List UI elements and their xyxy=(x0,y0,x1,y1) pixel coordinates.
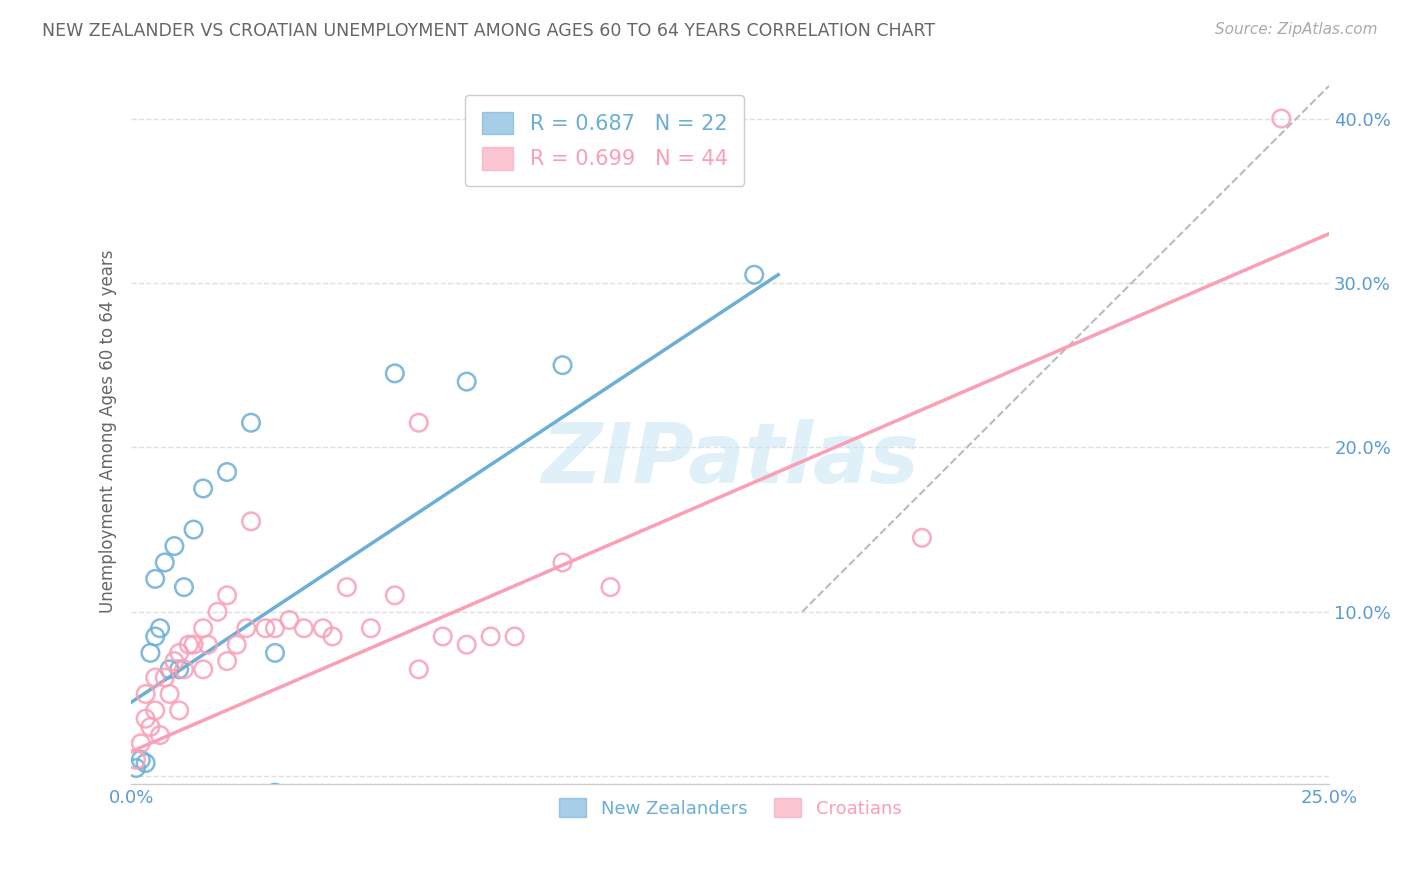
Point xyxy=(143,703,166,717)
Point xyxy=(139,720,162,734)
Y-axis label: Unemployment Among Ages 60 to 64 years: Unemployment Among Ages 60 to 64 years xyxy=(100,249,117,613)
Text: ZIPatlas: ZIPatlas xyxy=(541,418,920,500)
Point xyxy=(167,662,190,676)
Point xyxy=(742,268,765,282)
Point xyxy=(143,572,166,586)
Point xyxy=(129,753,152,767)
Point xyxy=(135,756,157,770)
Point xyxy=(217,588,239,602)
Point xyxy=(292,621,315,635)
Point xyxy=(235,621,257,635)
Point xyxy=(312,621,335,635)
Point xyxy=(225,638,247,652)
Point xyxy=(384,367,406,381)
Point xyxy=(479,630,502,644)
Point xyxy=(207,605,229,619)
Text: NEW ZEALANDER VS CROATIAN UNEMPLOYMENT AMONG AGES 60 TO 64 YEARS CORRELATION CHA: NEW ZEALANDER VS CROATIAN UNEMPLOYMENT A… xyxy=(42,22,935,40)
Point xyxy=(135,687,157,701)
Point xyxy=(240,416,263,430)
Point xyxy=(167,646,190,660)
Point xyxy=(183,638,205,652)
Point xyxy=(177,638,200,652)
Point xyxy=(197,638,219,652)
Point xyxy=(159,662,181,676)
Point xyxy=(167,703,190,717)
Point xyxy=(183,523,205,537)
Point xyxy=(336,580,359,594)
Point xyxy=(264,786,287,800)
Legend: New Zealanders, Croatians: New Zealanders, Croatians xyxy=(551,791,908,825)
Point xyxy=(278,613,301,627)
Point xyxy=(173,662,195,676)
Point xyxy=(240,514,263,528)
Text: Source: ZipAtlas.com: Source: ZipAtlas.com xyxy=(1215,22,1378,37)
Point xyxy=(217,465,239,479)
Point xyxy=(125,753,148,767)
Point xyxy=(139,646,162,660)
Point xyxy=(911,531,934,545)
Point xyxy=(456,638,478,652)
Point xyxy=(153,671,176,685)
Point xyxy=(408,416,430,430)
Point xyxy=(163,539,186,553)
Point xyxy=(159,687,181,701)
Point xyxy=(599,580,621,594)
Point xyxy=(360,621,382,635)
Point xyxy=(191,662,214,676)
Point xyxy=(153,556,176,570)
Point xyxy=(264,646,287,660)
Point xyxy=(125,761,148,775)
Point xyxy=(217,654,239,668)
Point xyxy=(143,671,166,685)
Point xyxy=(143,630,166,644)
Point xyxy=(191,621,214,635)
Point xyxy=(173,580,195,594)
Point xyxy=(191,482,214,496)
Point xyxy=(408,662,430,676)
Point xyxy=(135,712,157,726)
Point xyxy=(503,630,526,644)
Point xyxy=(149,728,172,742)
Point xyxy=(163,654,186,668)
Point xyxy=(149,621,172,635)
Point xyxy=(1270,112,1292,126)
Point xyxy=(456,375,478,389)
Point xyxy=(551,358,574,372)
Point xyxy=(321,630,343,644)
Point xyxy=(432,630,454,644)
Point xyxy=(551,556,574,570)
Point xyxy=(254,621,277,635)
Point xyxy=(264,621,287,635)
Point xyxy=(384,588,406,602)
Point xyxy=(129,736,152,750)
